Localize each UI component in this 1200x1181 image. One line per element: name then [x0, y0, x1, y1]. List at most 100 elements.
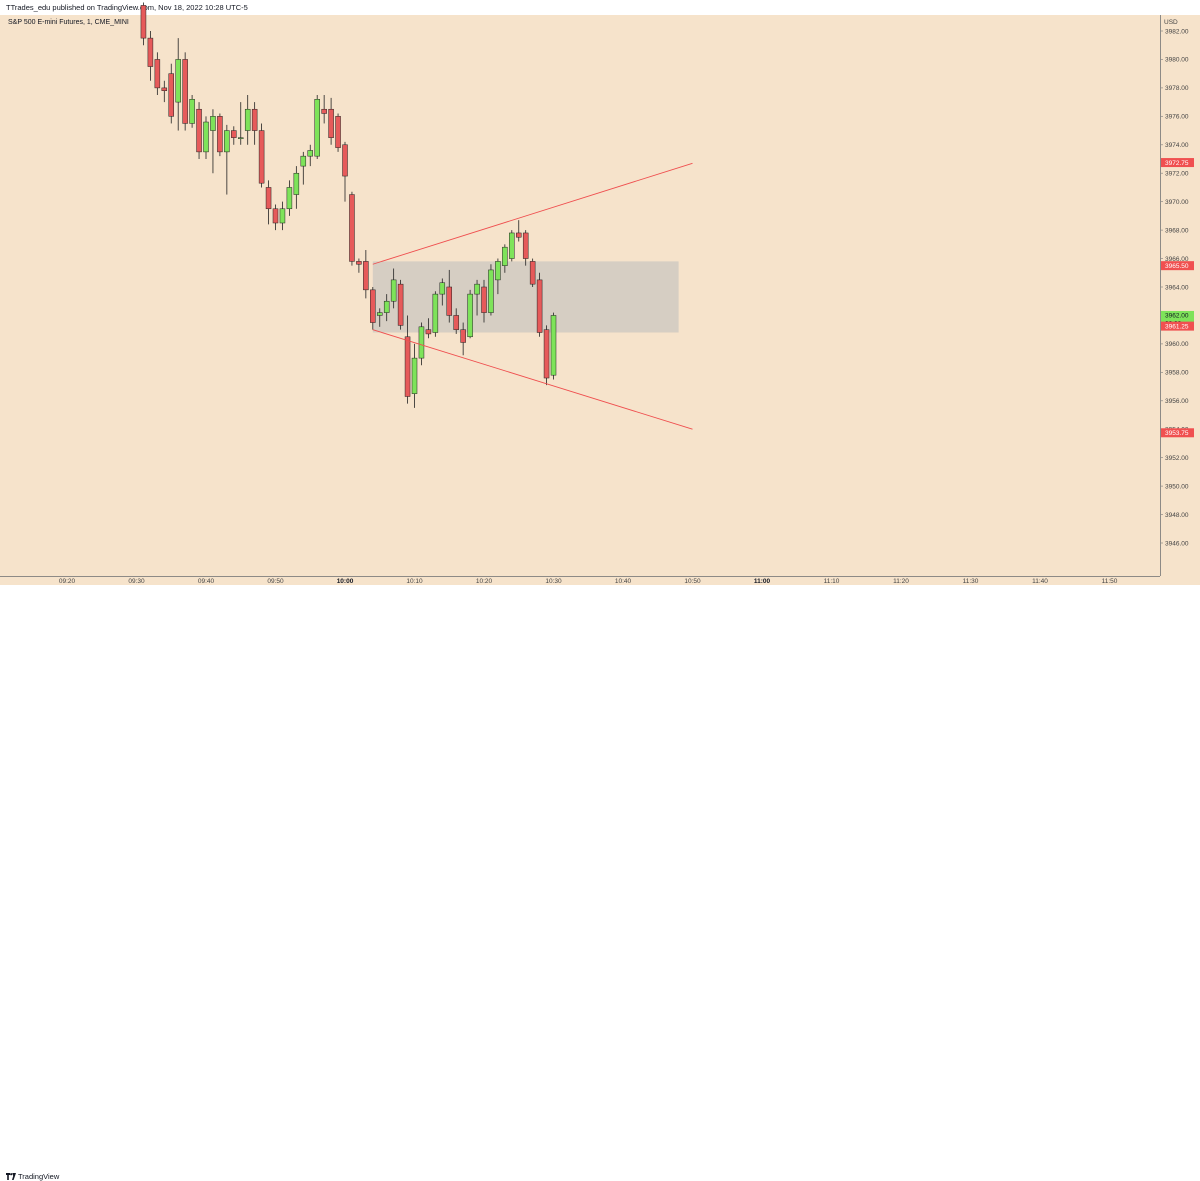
candle-body [481, 286, 487, 313]
candle-body [425, 329, 432, 335]
candle[interactable] [356, 258, 362, 273]
candle-body [418, 326, 425, 359]
candle[interactable] [474, 279, 480, 316]
range-zone[interactable] [372, 261, 679, 333]
candle[interactable] [196, 102, 202, 159]
candle[interactable] [363, 250, 369, 299]
candle-body [154, 59, 161, 89]
candle[interactable] [397, 279, 404, 330]
candle-body [272, 208, 279, 224]
candle[interactable] [550, 312, 557, 380]
candle[interactable] [509, 230, 515, 262]
candle[interactable] [439, 278, 446, 306]
candle-body [495, 261, 501, 281]
y-tick-label: 3956.00 [1165, 398, 1189, 405]
upper-trendline[interactable] [372, 162, 693, 265]
price-tag: 3953.75 [1161, 428, 1194, 438]
candle-body [307, 150, 313, 157]
candle[interactable] [251, 102, 258, 145]
candle[interactable] [543, 325, 550, 386]
candle-body [536, 279, 543, 333]
candle-body [411, 357, 418, 394]
candle[interactable] [342, 141, 348, 202]
candle[interactable] [189, 95, 195, 128]
candle[interactable] [383, 294, 390, 322]
candle[interactable] [231, 126, 237, 145]
price-tag-bg [1161, 321, 1194, 331]
price-axis[interactable] [1160, 15, 1200, 576]
candle-body [550, 315, 557, 376]
candle[interactable] [460, 322, 466, 356]
candle[interactable] [307, 144, 313, 167]
y-tick-label: 3978.00 [1165, 85, 1189, 92]
candle[interactable] [432, 291, 439, 337]
candle[interactable] [265, 180, 272, 225]
candle[interactable] [377, 308, 383, 327]
y-tick-label: 3958.00 [1165, 370, 1189, 377]
candle-body [502, 246, 508, 266]
candle[interactable] [390, 268, 397, 309]
candle-body [370, 289, 376, 323]
candle[interactable] [154, 52, 161, 95]
candle[interactable] [175, 38, 181, 131]
candle[interactable] [481, 279, 487, 323]
candle[interactable] [418, 322, 425, 366]
candle[interactable] [536, 272, 543, 337]
candle[interactable] [140, 2, 147, 46]
candle[interactable] [279, 201, 286, 231]
candle[interactable] [272, 204, 279, 231]
candle[interactable] [425, 318, 432, 339]
candle[interactable] [182, 52, 188, 131]
candle[interactable] [411, 343, 418, 408]
candle[interactable] [335, 113, 341, 152]
candle[interactable] [328, 97, 334, 145]
candle[interactable] [502, 244, 508, 273]
candle-body [182, 59, 188, 124]
candle[interactable] [161, 80, 168, 103]
candle[interactable] [293, 166, 300, 209]
y-tick-label: 3980.00 [1165, 57, 1189, 64]
candle[interactable] [300, 151, 307, 185]
price-tag: 3965.50 [1161, 261, 1194, 271]
candle-body [279, 208, 286, 224]
axis-corner [1160, 576, 1200, 585]
candle-body [467, 293, 473, 338]
candle[interactable] [217, 113, 223, 157]
candle[interactable] [238, 102, 244, 145]
candle-body [258, 130, 265, 184]
x-tick-label: 09:40 [198, 578, 215, 585]
price-tag-bg [1161, 261, 1194, 271]
candlestick-chart[interactable]: 3982.00 3980.00 3978.00 3976.00 3974.00 3972.… [0, 0, 1200, 585]
candle[interactable] [404, 315, 411, 404]
candle[interactable] [203, 116, 209, 159]
x-tick-label: 10:20 [476, 578, 493, 585]
candle[interactable] [516, 220, 522, 242]
candle[interactable] [495, 258, 501, 295]
candle[interactable] [321, 95, 327, 124]
candle[interactable] [314, 95, 320, 159]
candle-body [175, 59, 181, 103]
candle[interactable] [522, 230, 529, 266]
candle[interactable] [453, 308, 459, 334]
candle[interactable] [467, 289, 473, 339]
candle[interactable] [286, 180, 293, 216]
y-tick-label: 3972.00 [1165, 171, 1189, 178]
candle-body [390, 279, 397, 302]
candle[interactable] [488, 264, 494, 316]
candle[interactable] [168, 63, 174, 124]
time-axis[interactable] [0, 576, 1160, 585]
price-tag-label: 3953.75 [1165, 430, 1189, 437]
candle[interactable] [529, 258, 536, 287]
x-tick-label: 11:50 [1102, 578, 1118, 585]
candle-body [231, 130, 237, 138]
lower-trendline[interactable] [372, 329, 693, 430]
candle[interactable] [244, 95, 251, 145]
candle[interactable] [147, 31, 154, 81]
candle[interactable] [349, 191, 355, 266]
candle[interactable] [370, 287, 376, 330]
candle[interactable] [210, 109, 216, 174]
candle[interactable] [224, 124, 230, 195]
candle[interactable] [446, 269, 452, 323]
tradingview-logo-icon [6, 1173, 16, 1180]
candle[interactable] [258, 123, 265, 188]
